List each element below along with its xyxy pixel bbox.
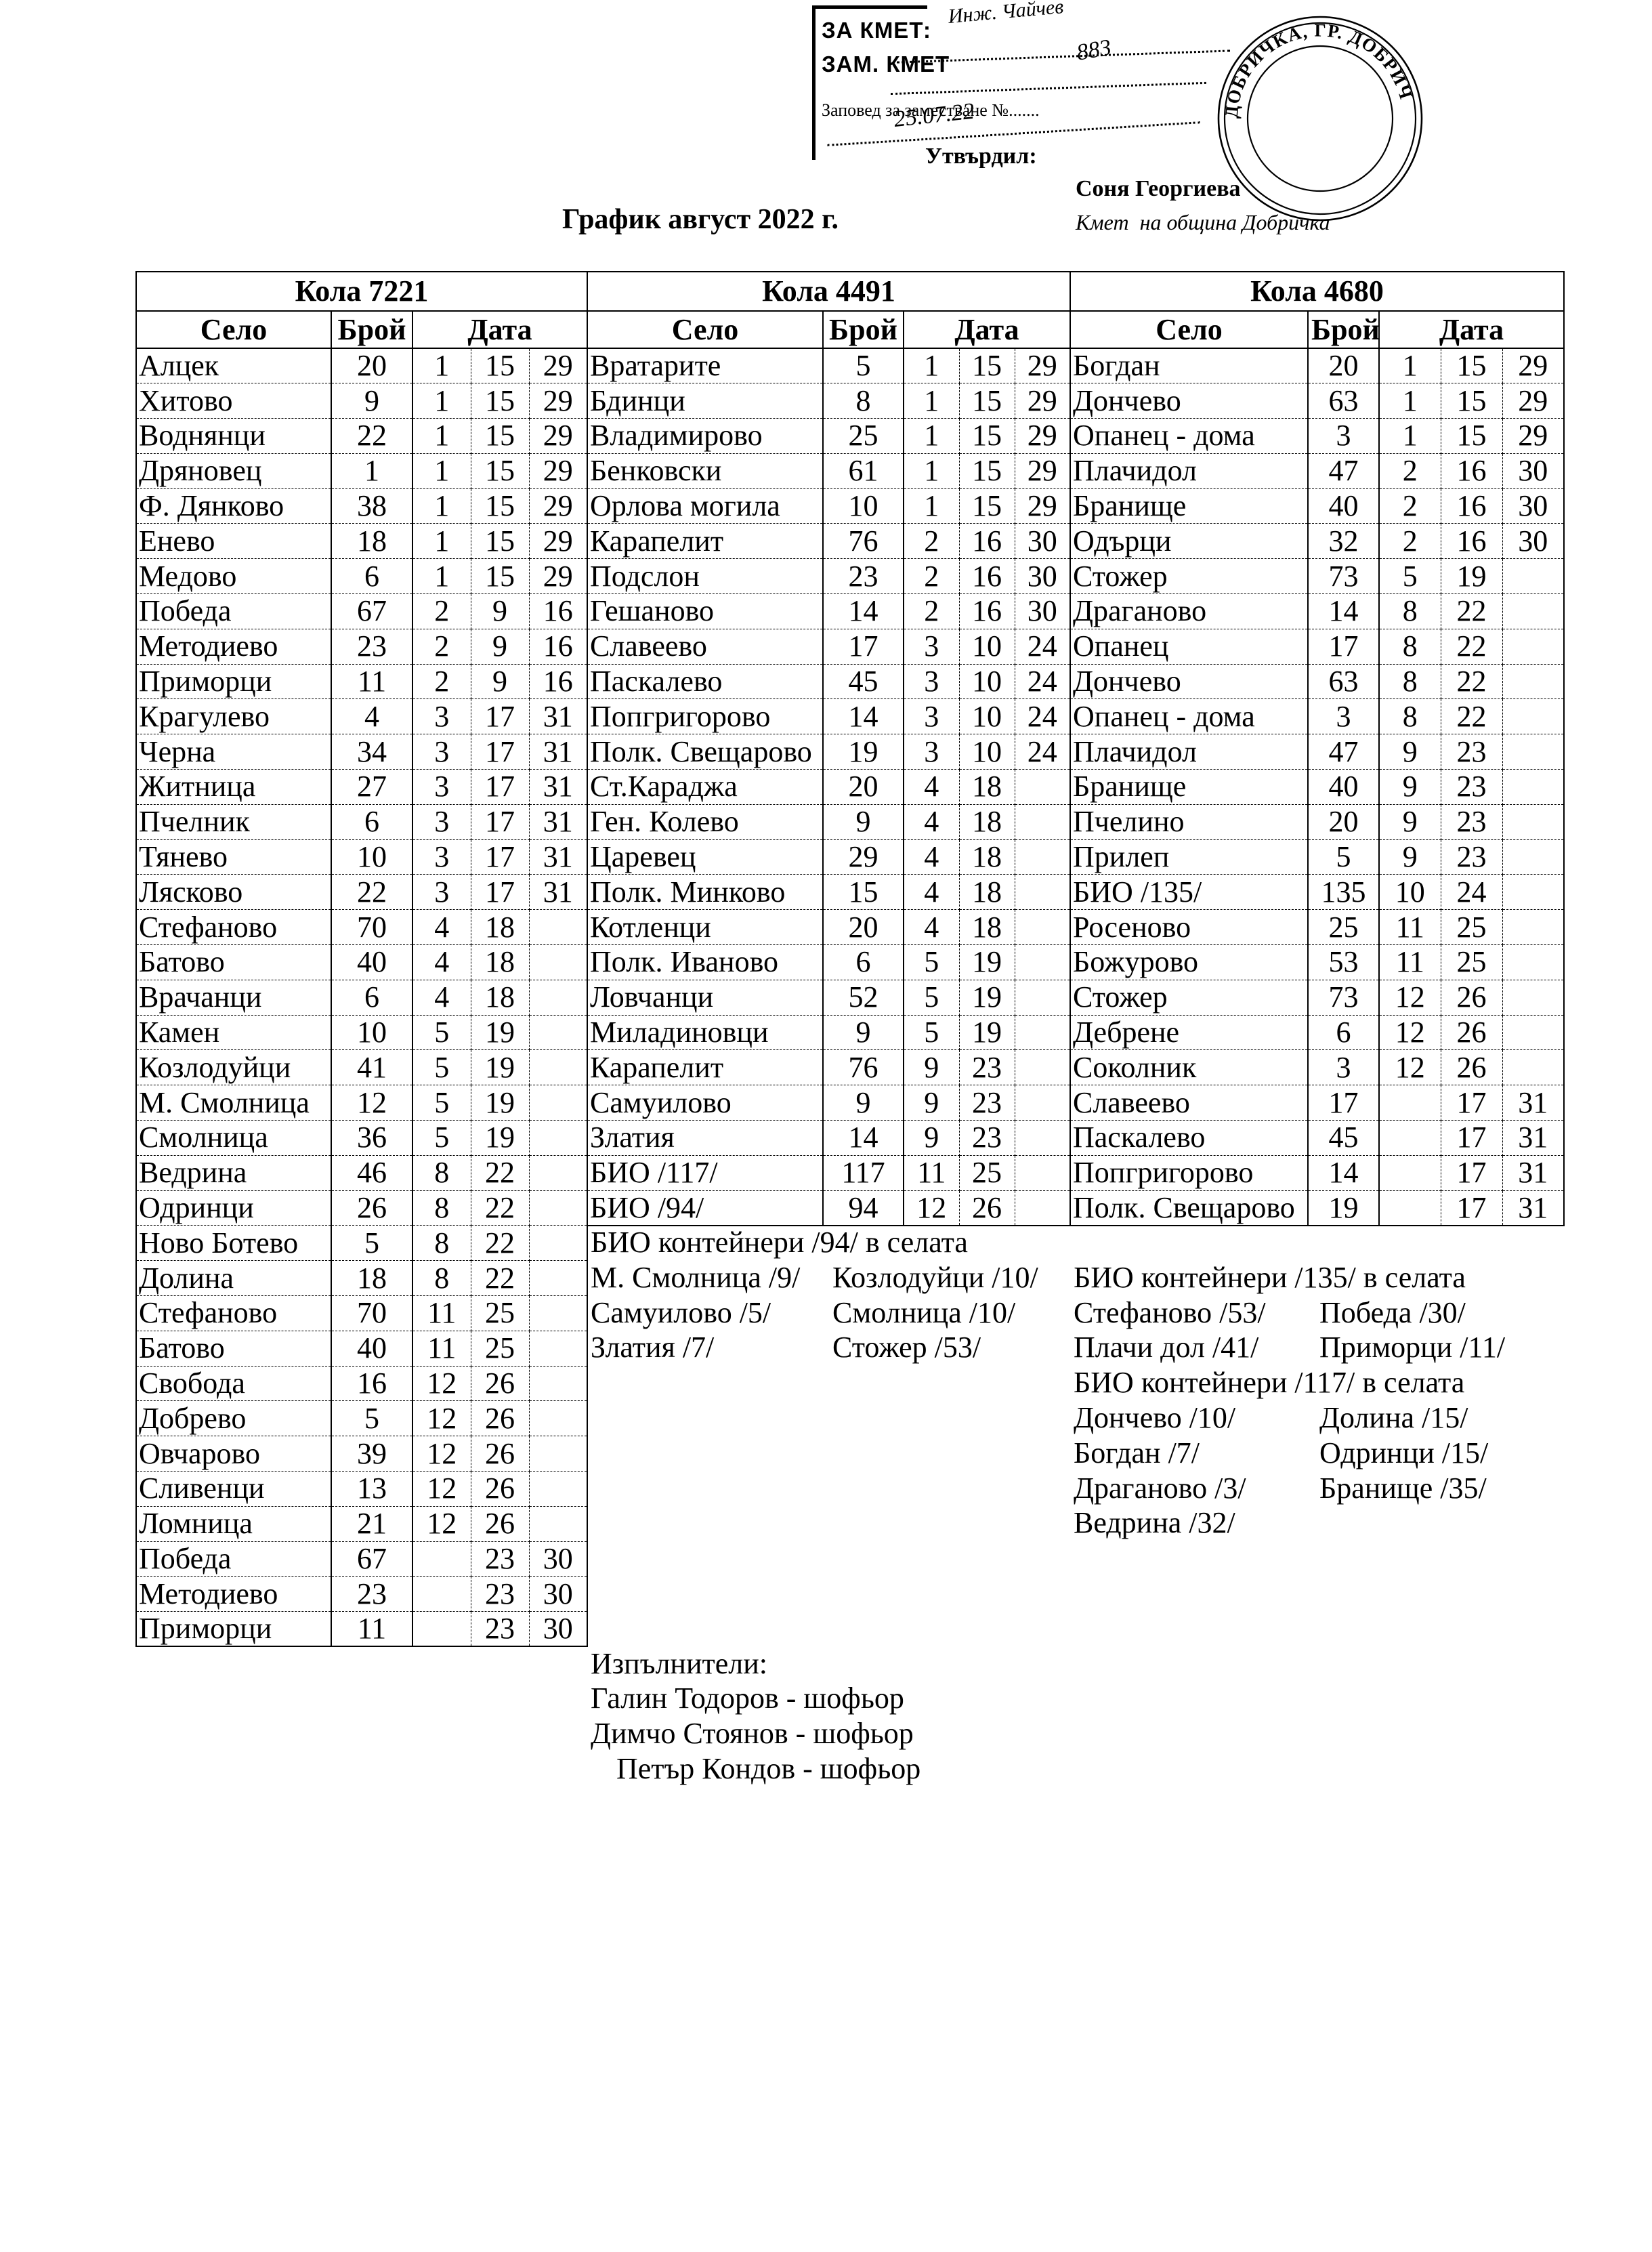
svg-text:ДОБРИЧКА, ГР. ДОБРИЧ: ДОБРИЧКА, ГР. ДОБРИЧ [1221,20,1417,119]
